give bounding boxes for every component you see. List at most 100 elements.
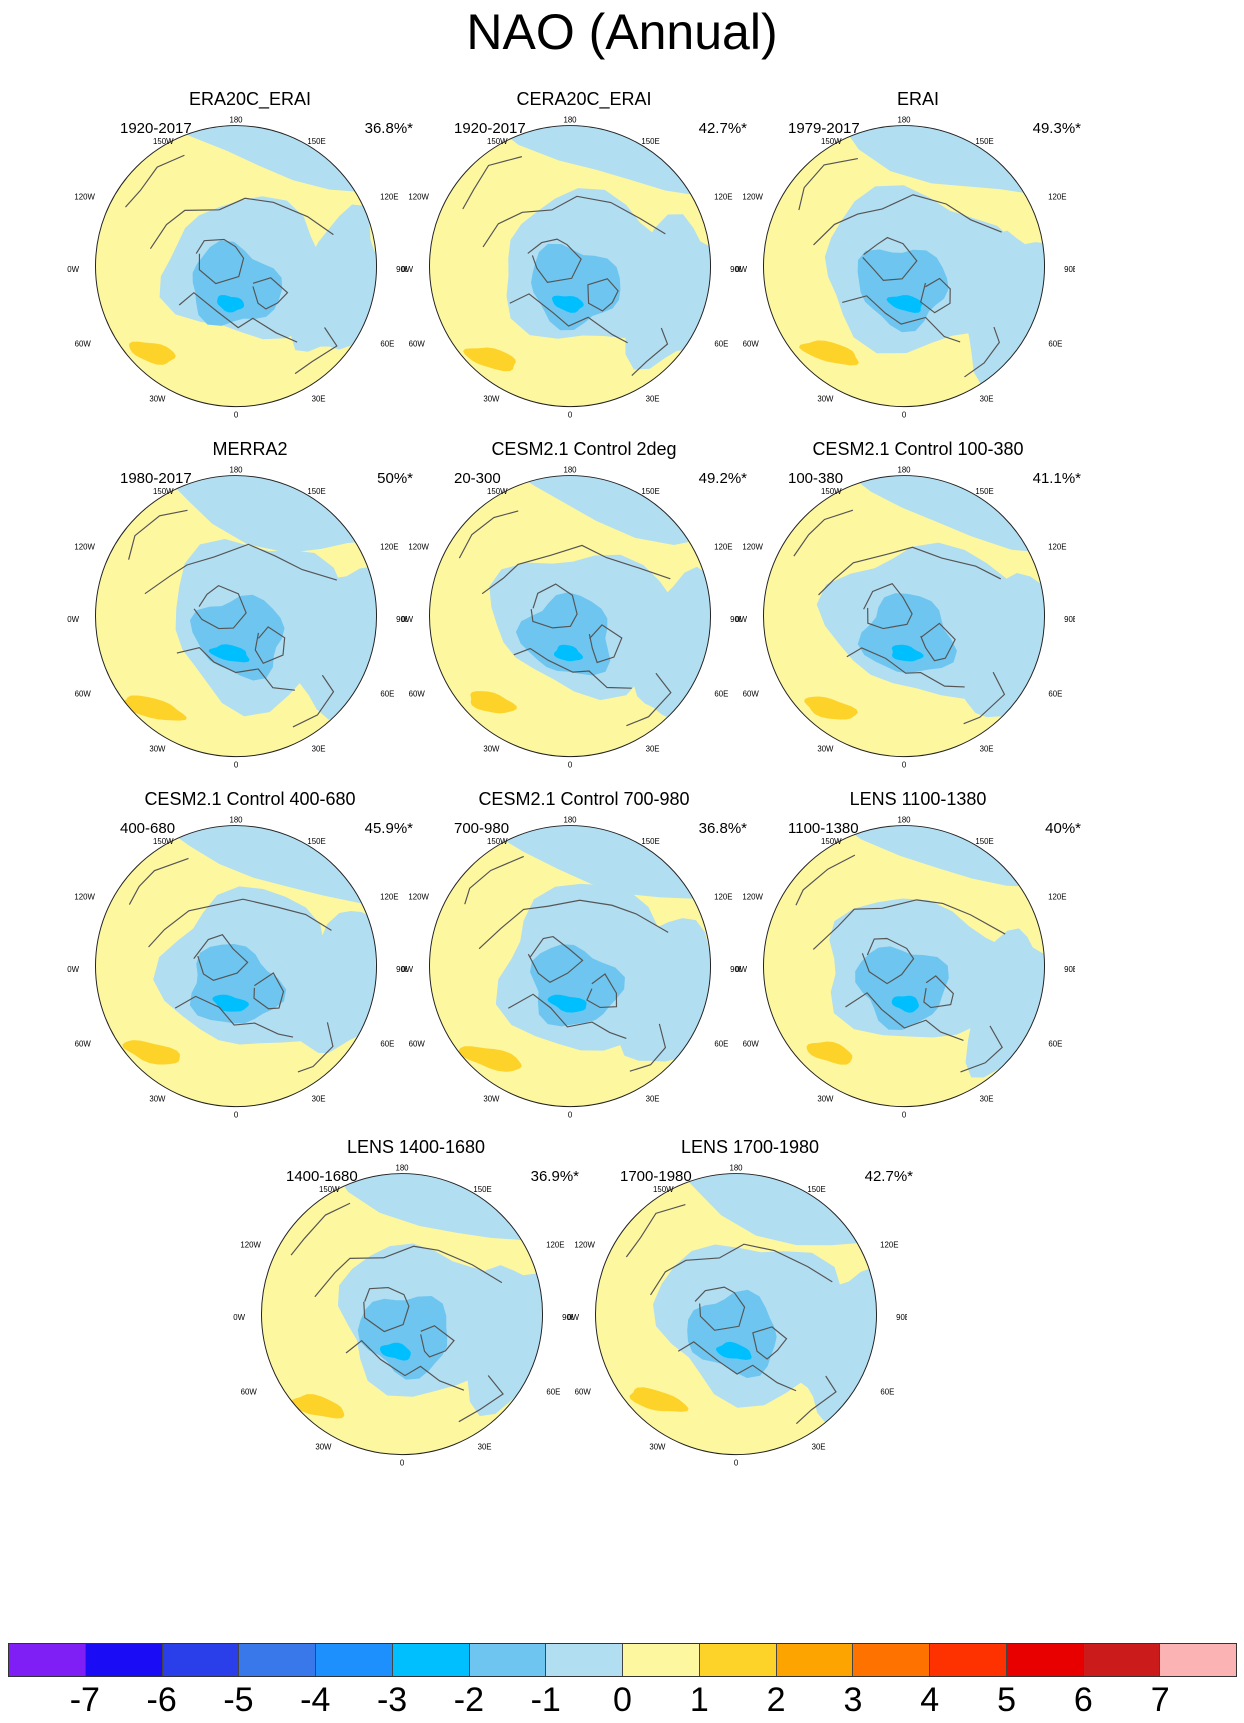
coastline	[125, 154, 338, 375]
colorbar-swatch	[316, 1644, 393, 1676]
longitude-label: 0	[902, 1110, 907, 1119]
longitude-label: 150W	[487, 487, 508, 496]
map-boundary	[429, 475, 712, 758]
map-boundary	[763, 125, 1046, 408]
longitude-label: 30W	[149, 1095, 166, 1104]
colorbar-label: 1	[689, 1681, 709, 1719]
coastline	[798, 158, 1002, 378]
longitude-label: 150W	[821, 137, 842, 146]
negative-center	[379, 1342, 411, 1361]
panel-explained-variance: 49.3%*	[1032, 120, 1081, 137]
colorbar-swatch	[1083, 1644, 1161, 1676]
map-panel: CESM2.1 Control 2deg 20-300 49.2%* 180 150W 1…	[401, 438, 767, 798]
map-panel: CERA20C_ERAI 1920-2017 42.7%* 180 150W 150E 12…	[401, 88, 767, 448]
longitude-label: 90W	[567, 1313, 580, 1322]
polar-map: 180 150W 150E 120W 120E 90W 90E 60W 60E 30W 30E 0	[401, 466, 741, 770]
longitude-label: 90W	[735, 965, 748, 974]
colorbar-label: 7	[1150, 1681, 1170, 1719]
coastline	[290, 1202, 504, 1423]
longitude-label: 60E	[1048, 690, 1062, 699]
colorbar-swatch	[392, 1644, 470, 1676]
colorbar-swatch	[623, 1644, 700, 1676]
longitude-label: 90W	[67, 965, 80, 974]
longitude-label: 120W	[74, 892, 95, 901]
longitude-label: 60E	[380, 1040, 394, 1049]
longitude-label: 60E	[714, 1040, 728, 1049]
colorbar-label: 6	[1073, 1681, 1093, 1719]
polar-map: 180 150W 150E 120W 120E 90W 90E 60W 60E 30W 30E 0	[233, 1164, 573, 1468]
longitude-label: 120W	[574, 1240, 595, 1249]
longitude-label: 0	[234, 410, 239, 419]
longitude-label: 150E	[641, 137, 659, 146]
panel-period: 100-380	[788, 470, 844, 487]
map-boundary	[595, 1173, 878, 1456]
longitude-label: 60W	[743, 1040, 760, 1049]
longitude-label: 120W	[742, 542, 763, 551]
longitude-label: 120E	[714, 892, 732, 901]
panel-title: LENS 1400-1680	[346, 1137, 486, 1157]
longitude-label: 120E	[380, 892, 398, 901]
longitude-label: 120W	[408, 192, 429, 201]
longitude-label: 60E	[380, 690, 394, 699]
map-panel: CESM2.1 Control 400-680 400-680 45.9%* 180 1…	[67, 788, 433, 1148]
longitude-label: 90W	[233, 1313, 246, 1322]
longitude-label: 90E	[396, 615, 407, 624]
panel-period: 20-300	[454, 470, 501, 487]
colorbar-swatch	[469, 1644, 547, 1676]
map-boundary	[429, 125, 712, 408]
panel-explained-variance: 49.2%*	[698, 470, 747, 487]
longitude-label: 90E	[1064, 965, 1075, 974]
longitude-label: 120W	[74, 542, 95, 551]
longitude-label: 30E	[812, 1443, 826, 1452]
polar-map: 180 150W 150E 120W 120E 90W 90E 60W 60E 30W 30E 0	[735, 116, 1075, 420]
longitude-label: 90E	[1064, 615, 1075, 624]
panel-period: 1979-2017	[788, 120, 860, 137]
colorbar	[8, 1643, 1237, 1677]
longitude-label: 150W	[153, 137, 174, 146]
longitude-label: 0	[234, 760, 239, 769]
positive-center	[463, 347, 516, 372]
panel-title: LENS 1700-1980	[680, 1137, 820, 1157]
longitude-label: 60W	[743, 340, 760, 349]
longitude-label: 0	[234, 1110, 239, 1119]
longitude-label: 150W	[153, 837, 174, 846]
map-panel: CESM2.1 Control 100-380 100-380 41.1%* 180 1…	[735, 438, 1101, 798]
positive-center	[120, 695, 187, 721]
longitude-label: 180	[563, 466, 577, 475]
panel-title: ERAI	[896, 89, 939, 109]
panel-explained-variance: 40%*	[1045, 820, 1081, 837]
longitude-label: 30W	[483, 395, 500, 404]
panel-title: ERA20C_ERAI	[188, 89, 312, 109]
map-boundary	[95, 825, 378, 1108]
longitude-label: 150W	[153, 487, 174, 496]
longitude-label: 0	[568, 1110, 573, 1119]
colorbar-label: -1	[530, 1681, 561, 1719]
negative-region	[792, 1266, 877, 1424]
map-boundary	[763, 475, 1046, 758]
longitude-label: 120E	[1048, 542, 1066, 551]
longitude-label: 150W	[821, 837, 842, 846]
longitude-label: 90E	[730, 965, 741, 974]
map-panel: ERAI 1979-2017 49.3%* 180 150W 150E 120W 120E 90…	[735, 88, 1101, 448]
longitude-label: 60W	[409, 1040, 426, 1049]
negative-region	[289, 566, 377, 720]
longitude-label: 120E	[1048, 892, 1066, 901]
longitude-label: 30W	[649, 1443, 666, 1452]
longitude-label: 30W	[817, 745, 834, 754]
longitude-label: 60W	[409, 340, 426, 349]
negative-core	[687, 1289, 777, 1378]
negative-center	[212, 994, 249, 1012]
panel-explained-variance: 36.9%*	[530, 1168, 579, 1185]
coastline	[464, 855, 669, 1072]
negative-center	[886, 295, 923, 313]
polar-map: 180 150W 150E 120W 120E 90W 90E 60W 60E 30W 30E 0	[567, 1164, 907, 1468]
panel-explained-variance: 36.8%*	[364, 120, 413, 137]
coastline	[795, 854, 1006, 1073]
longitude-label: 60W	[75, 340, 92, 349]
longitude-label: 150W	[653, 1185, 674, 1194]
longitude-label: 0	[400, 1458, 405, 1467]
colorbar-swatch	[1006, 1644, 1084, 1676]
longitude-label: 180	[563, 816, 577, 825]
longitude-label: 30W	[149, 395, 166, 404]
coastline	[128, 857, 334, 1073]
